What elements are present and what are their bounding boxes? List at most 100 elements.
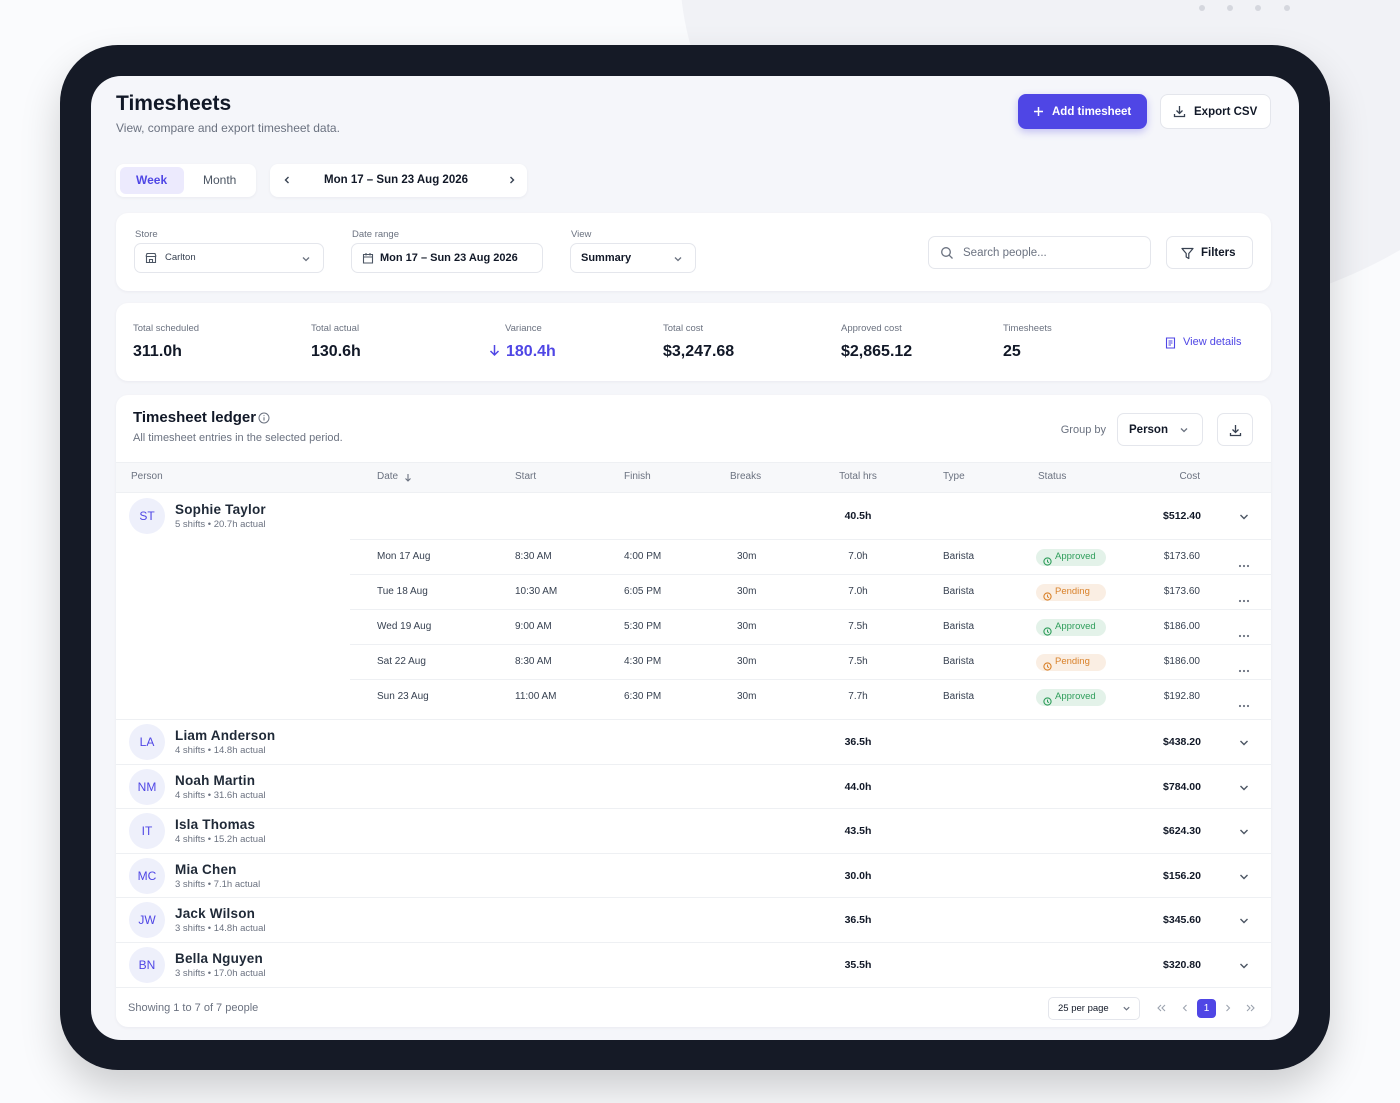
entry-hours: 7.0h <box>848 586 868 597</box>
person-name: Bella Nguyen <box>175 951 263 966</box>
expand-toggle[interactable] <box>1238 870 1250 882</box>
person-meta: 4 shifts • 14.8h actual <box>175 745 266 756</box>
expand-toggle[interactable] <box>1238 825 1250 837</box>
filter-icon <box>1181 247 1194 260</box>
week-tab[interactable] <box>120 167 184 194</box>
entry-date: Mon 17 Aug <box>377 551 431 562</box>
prev-page[interactable] <box>1180 1003 1190 1013</box>
expand-toggle[interactable] <box>1238 914 1250 926</box>
icon-shape <box>1238 704 1250 708</box>
view-details-link[interactable]: View details <box>1183 336 1242 348</box>
entry-row <box>350 644 1271 679</box>
ledger-download-button[interactable] <box>1217 413 1253 446</box>
icon-shape <box>1043 661 1052 671</box>
person-total-hours: 30.0h <box>844 869 872 882</box>
prev-period[interactable] <box>282 175 292 185</box>
icon-shape <box>1238 704 1242 708</box>
entry-date: Wed 19 Aug <box>377 621 432 632</box>
icon-shape <box>1165 337 1176 349</box>
avatar <box>129 947 165 983</box>
month-tab-label[interactable]: Month <box>203 173 237 187</box>
icon-shape <box>489 345 500 357</box>
filters-button[interactable]: Filters <box>1166 236 1253 269</box>
details-icon[interactable] <box>1165 337 1176 349</box>
export-csv-button[interactable]: Export CSV <box>1160 94 1271 129</box>
icon-shape <box>1123 1006 1130 1011</box>
expand-toggle[interactable] <box>1238 781 1250 793</box>
column-header: Total hrs <box>839 471 877 482</box>
last-page[interactable] <box>1244 1003 1256 1013</box>
icon-shape <box>145 252 157 264</box>
person-cost: $624.30 <box>1163 825 1201 838</box>
bg-dot <box>1199 5 1205 11</box>
expand-toggle[interactable] <box>1238 510 1250 522</box>
icon-shape <box>258 412 270 424</box>
entry-cost: $192.80 <box>1163 691 1200 702</box>
chevron-down <box>674 257 682 262</box>
row-actions[interactable] <box>1238 695 1250 708</box>
group-by-select[interactable]: Person <box>1117 413 1203 446</box>
column-header: Date <box>377 471 399 482</box>
person-name: Jack Wilson <box>175 906 256 922</box>
stat-label: Variance <box>505 323 542 334</box>
date-range-value: Mon 17 – Sun 23 Aug 2026 <box>380 252 518 264</box>
entry-type: Barista <box>943 621 975 632</box>
date-range-select[interactable]: Mon 17 – Sun 23 Aug 2026 <box>351 243 543 273</box>
icon-shape <box>1229 425 1242 437</box>
person-name: Isla Thomas <box>175 817 256 833</box>
sort-icon[interactable] <box>404 473 412 482</box>
row-actions[interactable] <box>1238 625 1250 638</box>
info-icon[interactable] <box>258 412 270 424</box>
row-separator <box>116 719 1271 720</box>
entry-type: Barista <box>943 656 975 667</box>
row-actions[interactable] <box>1238 660 1250 673</box>
entry-breaks: 30m <box>737 551 757 562</box>
entry-breaks: 30m <box>737 691 757 702</box>
ledger-title: Timesheet ledger <box>133 409 257 426</box>
row-separator <box>116 987 1271 988</box>
add-timesheet-button[interactable]: Add timesheet <box>1018 94 1147 129</box>
period-range: Mon 17 – Sun 23 Aug 2026 <box>324 174 469 186</box>
expand-toggle[interactable] <box>1238 959 1250 971</box>
next-period[interactable] <box>507 175 517 185</box>
icon-shape <box>1047 629 1050 633</box>
status-label: Approved <box>1055 551 1096 562</box>
first-page[interactable] <box>1156 1003 1168 1013</box>
download-icon <box>1229 425 1242 437</box>
current-page[interactable] <box>1197 999 1216 1018</box>
icon-shape <box>1240 874 1248 880</box>
icon-shape <box>1043 696 1052 706</box>
group-by-label: Group by <box>1060 424 1106 436</box>
icon-shape <box>1240 918 1248 924</box>
column-header: Start <box>515 471 537 482</box>
next-page[interactable] <box>1223 1003 1233 1013</box>
icon-shape <box>1238 669 1242 673</box>
stat-label: Approved cost <box>841 323 902 334</box>
store-select[interactable]: Carlton <box>134 243 324 273</box>
status-icon <box>1043 553 1052 566</box>
icon-shape <box>1240 740 1248 746</box>
store-value: Carlton <box>165 252 196 263</box>
icon-shape <box>1043 626 1052 636</box>
status-label: Approved <box>1055 691 1096 702</box>
icon-shape <box>489 345 500 357</box>
icon-shape <box>1043 626 1052 636</box>
entry-start: 8:30 AM <box>515 551 552 562</box>
status-label: Approved <box>1055 621 1096 632</box>
expand-toggle[interactable] <box>1238 736 1250 748</box>
per-page-select[interactable]: 25 per page <box>1048 997 1140 1020</box>
icon-shape <box>1240 514 1248 520</box>
stats-card <box>116 303 1271 381</box>
stat-value: 311.0h <box>133 343 182 360</box>
row-actions[interactable] <box>1238 590 1250 603</box>
view-select[interactable]: Summary <box>570 243 696 273</box>
entry-cost: $186.00 <box>1163 621 1200 632</box>
search-input[interactable]: Search people... <box>928 236 1151 269</box>
avatar <box>129 724 165 760</box>
status-pill <box>1036 653 1106 671</box>
column-header: Breaks <box>730 471 762 482</box>
row-actions[interactable] <box>1238 555 1250 568</box>
icon-shape <box>1246 599 1250 603</box>
